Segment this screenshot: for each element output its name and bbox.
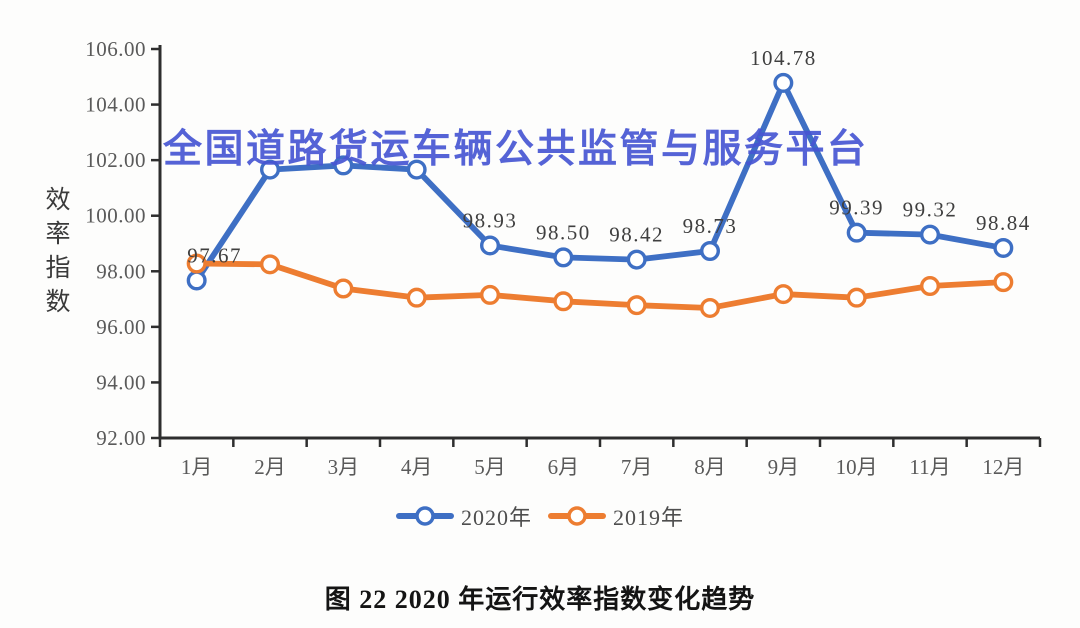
svg-text:4月: 4月: [401, 455, 433, 479]
svg-text:98.93: 98.93: [463, 208, 518, 232]
y-axis-ticks: 106.00 104.00 102.00 100.00 98.00 96.00 94.00 9…: [85, 37, 160, 450]
line-chart: 106.00 104.00 102.00 100.00 98.00 96.00 94.00 9…: [85, 37, 1042, 479]
svg-text:99.39: 99.39: [829, 196, 884, 220]
svg-text:98.84: 98.84: [976, 211, 1031, 235]
svg-text:104.78: 104.78: [750, 46, 817, 70]
axes: [158, 45, 1040, 440]
svg-text:7月: 7月: [621, 455, 653, 479]
svg-text:2月: 2月: [254, 455, 286, 479]
svg-text:106.00: 106.00: [85, 37, 146, 61]
svg-text:12月: 12月: [982, 455, 1024, 479]
legend-item-2019: 2019年: [548, 500, 684, 532]
svg-text:5月: 5月: [474, 455, 506, 479]
svg-text:99.32: 99.32: [903, 198, 958, 222]
svg-text:8月: 8月: [694, 455, 726, 479]
svg-text:94.00: 94.00: [96, 370, 146, 394]
legend: 2020年 2019年: [0, 500, 1080, 532]
svg-text:9月: 9月: [768, 455, 800, 479]
svg-text:1月: 1月: [181, 455, 213, 479]
data-labels: 97.67 98.93 98.50 98.42 98.73 104.78 99.39 99.3…: [187, 46, 1031, 268]
svg-text:92.00: 92.00: [96, 426, 146, 450]
svg-text:6月: 6月: [548, 455, 580, 479]
svg-text:97.67: 97.67: [187, 243, 242, 267]
x-axis-ticks: 1月 2月 3月 4月 5月 6月 7月 8月 9月 10月 11月 12月: [158, 438, 1042, 479]
legend-label-2020: 2020年: [460, 505, 532, 530]
svg-text:100.00: 100.00: [85, 204, 146, 228]
legend-marker-2019-icon: [548, 506, 606, 526]
series-2019年: [186, 253, 1014, 318]
series-2020年: [186, 72, 1014, 291]
svg-text:104.00: 104.00: [85, 93, 146, 117]
figure-caption: 图 22 2020 年运行效率指数变化趋势: [324, 585, 756, 614]
svg-text:10月: 10月: [836, 455, 878, 479]
svg-text:3月: 3月: [328, 455, 360, 479]
legend-label-2019: 2019年: [613, 505, 685, 530]
svg-text:102.00: 102.00: [85, 148, 146, 172]
legend-marker-2020-icon: [395, 506, 454, 526]
svg-text:98.73: 98.73: [683, 214, 738, 238]
legend-item-2020: 2020年: [395, 500, 532, 532]
y-axis-title: 效率指数: [42, 186, 69, 322]
svg-text:98.50: 98.50: [536, 220, 591, 244]
svg-text:98.00: 98.00: [96, 259, 146, 283]
svg-text:98.42: 98.42: [609, 223, 664, 247]
svg-text:11月: 11月: [909, 455, 950, 479]
svg-text:96.00: 96.00: [96, 315, 146, 339]
